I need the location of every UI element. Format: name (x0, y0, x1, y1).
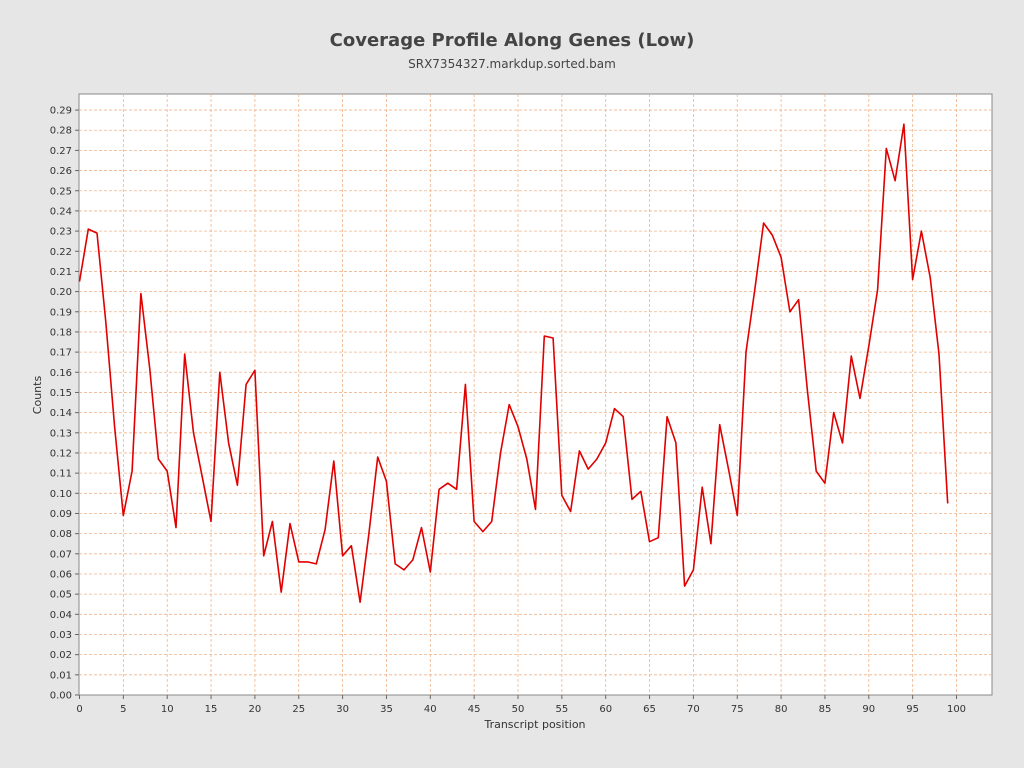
y-tick-label: 0.26 (50, 166, 72, 177)
x-tick-label: 25 (292, 704, 305, 715)
y-tick-label: 0.14 (50, 408, 72, 419)
x-tick-label: 95 (906, 704, 919, 715)
y-tick-label: 0.21 (50, 267, 72, 278)
plot-area (78, 93, 993, 696)
y-tick-label: 0.28 (50, 126, 72, 137)
x-tick-label: 15 (205, 704, 218, 715)
series-lines (78, 123, 949, 604)
x-tick-label: 60 (599, 704, 612, 715)
y-tick-label: 0.12 (50, 448, 72, 459)
y-tick-label: 0.02 (50, 650, 72, 661)
axes: 0.00 0.01 0.02 0.03 0.04 0.05 0.06 0.07 0.08 0.09… (50, 106, 966, 715)
y-tick-label: 0.13 (50, 428, 72, 439)
x-tick-label: 30 (336, 704, 349, 715)
y-tick-label: 0.22 (50, 247, 72, 258)
y-tick-label: 0.10 (50, 489, 72, 500)
y-tick-label: 0.20 (50, 287, 72, 298)
y-tick-label: 0.01 (50, 670, 72, 681)
x-tick-label: 50 (512, 704, 525, 715)
x-tick-label: 45 (468, 704, 481, 715)
chart-title: Coverage Profile Along Genes (Low) (329, 30, 695, 51)
y-tick-label: 0.04 (50, 610, 72, 621)
x-tick-label: 35 (380, 704, 393, 715)
y-tick-label: 0.07 (50, 549, 72, 560)
grid-lines (79, 94, 992, 695)
y-tick-label: 0.27 (50, 146, 72, 157)
x-tick-label: 80 (775, 704, 788, 715)
y-tick-label: 0.25 (50, 186, 72, 197)
x-tick-label: 5 (120, 704, 126, 715)
y-tick-label: 0.23 (50, 227, 72, 238)
x-tick-label: 40 (424, 704, 437, 715)
x-tick-label: 20 (249, 704, 262, 715)
y-tick-label: 0.16 (50, 368, 72, 379)
x-tick-label: 65 (643, 704, 656, 715)
x-axis-label: Transcript position (483, 718, 585, 731)
y-tick-label: 0.00 (50, 691, 72, 702)
x-tick-label: 70 (687, 704, 700, 715)
x-tick-label: 85 (819, 704, 832, 715)
y-tick-label: 0.24 (50, 206, 72, 217)
x-tick-label: 0 (76, 704, 82, 715)
series-line (78, 123, 949, 604)
chart-subtitle: SRX7354327.markdup.sorted.bam (408, 57, 616, 71)
y-tick-label: 0.17 (50, 348, 72, 359)
x-tick-label: 55 (555, 704, 568, 715)
y-tick-label: 0.18 (50, 327, 72, 338)
y-tick-label: 0.08 (50, 529, 72, 540)
y-tick-label: 0.03 (50, 630, 72, 641)
y-tick-label: 0.19 (50, 307, 72, 318)
y-tick-label: 0.09 (50, 509, 72, 520)
y-tick-label: 0.06 (50, 569, 72, 580)
x-tick-label: 100 (947, 704, 966, 715)
y-tick-label: 0.29 (50, 106, 72, 117)
y-tick-label: 0.15 (50, 388, 72, 399)
y-tick-label: 0.11 (50, 469, 72, 480)
x-tick-label: 10 (161, 704, 174, 715)
x-tick-label: 75 (731, 704, 744, 715)
y-axis-label: Counts (31, 376, 44, 415)
y-tick-label: 0.05 (50, 590, 72, 601)
x-tick-label: 90 (862, 704, 875, 715)
